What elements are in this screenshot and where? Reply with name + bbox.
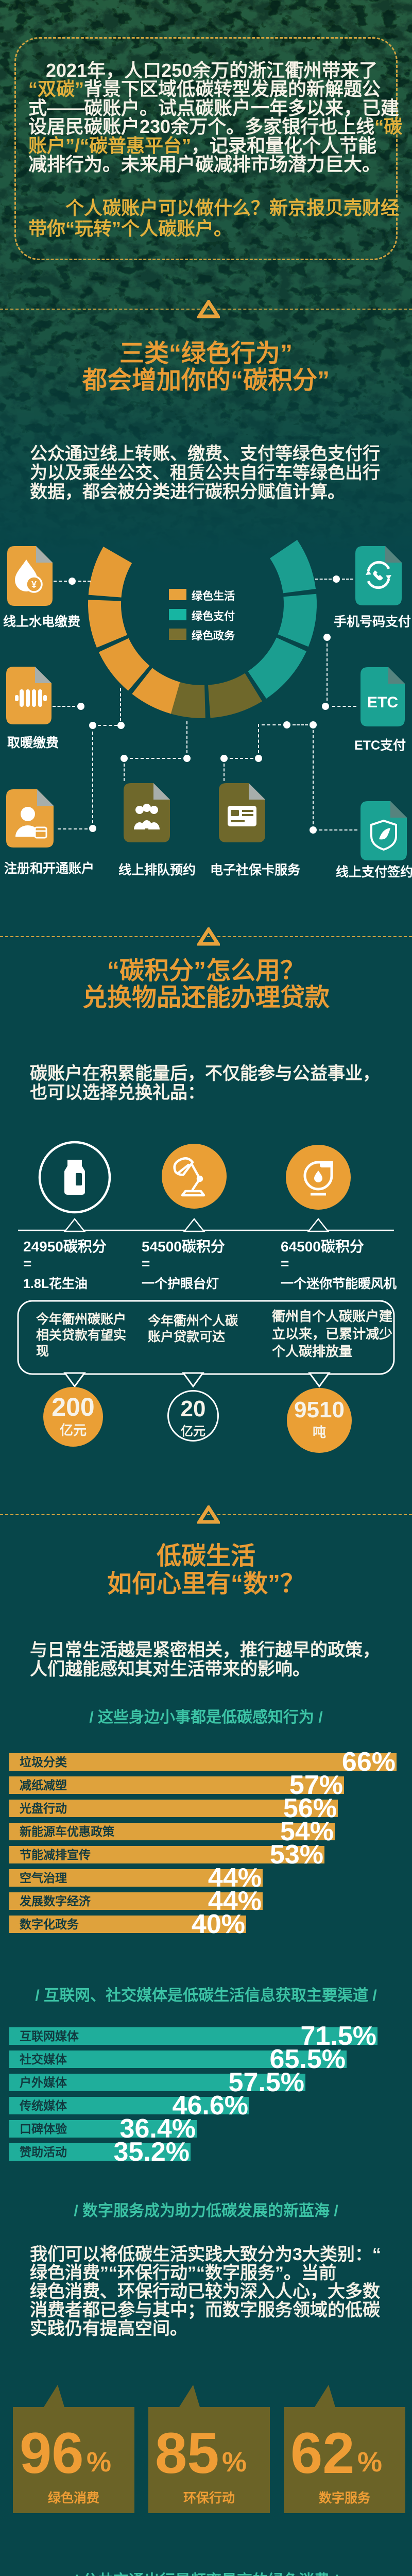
svg-text:环保行动: 环保行动 [183, 2491, 235, 2505]
svg-text:96: 96 [20, 2421, 84, 2485]
svg-text:%: % [222, 2447, 247, 2478]
svg-text:62: 62 [290, 2421, 355, 2485]
svg-text:¥: ¥ [31, 580, 37, 590]
svg-text:数字服务: 数字服务 [319, 2490, 370, 2505]
svg-text:85: 85 [155, 2421, 219, 2485]
svg-text:%: % [357, 2447, 382, 2478]
svg-text:绿色消费: 绿色消费 [48, 2490, 99, 2505]
svg-text:ETC: ETC [367, 694, 398, 711]
svg-text:%: % [87, 2447, 111, 2478]
